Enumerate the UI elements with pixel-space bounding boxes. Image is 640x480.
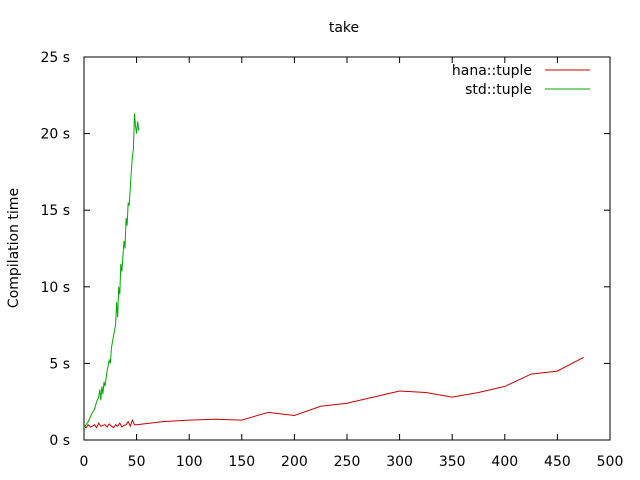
legend-label: hana::tuple	[452, 63, 532, 79]
y-axis-label: Compilation time	[6, 188, 22, 308]
legend-label: std::tuple	[465, 82, 532, 98]
y-axis: 0 s 5 s 10 s 15 s 20 s 25 s	[40, 50, 610, 449]
series-line-std-tuple	[83, 113, 140, 428]
x-tick-label: 450	[544, 454, 571, 470]
y-tick-label: 5 s	[49, 356, 70, 372]
x-tick-label: 0	[80, 454, 89, 470]
series-line-hana-tuple	[83, 356, 584, 429]
y-tick-label: 20 s	[40, 127, 70, 143]
x-tick-label: 300	[386, 454, 413, 470]
x-tick-label: 350	[439, 454, 466, 470]
x-tick-label: 100	[176, 454, 203, 470]
series-layer	[83, 113, 584, 429]
x-tick-label: 200	[281, 454, 308, 470]
x-tick-label: 250	[334, 454, 361, 470]
plot-frame	[83, 56, 611, 441]
y-tick-label: 15 s	[40, 203, 70, 219]
y-tick-label: 0 s	[49, 433, 70, 449]
x-tick-label: 150	[228, 454, 255, 470]
chart-title: take	[329, 20, 359, 36]
y-tick-label: 25 s	[40, 50, 70, 66]
x-tick-label: 50	[128, 454, 146, 470]
y-tick-label: 10 s	[40, 280, 70, 296]
x-tick-label: 500	[597, 454, 624, 470]
x-tick-label: 400	[491, 454, 518, 470]
x-axis: 0 50 100 150 200 250 300 350 400 450 500	[80, 57, 624, 470]
